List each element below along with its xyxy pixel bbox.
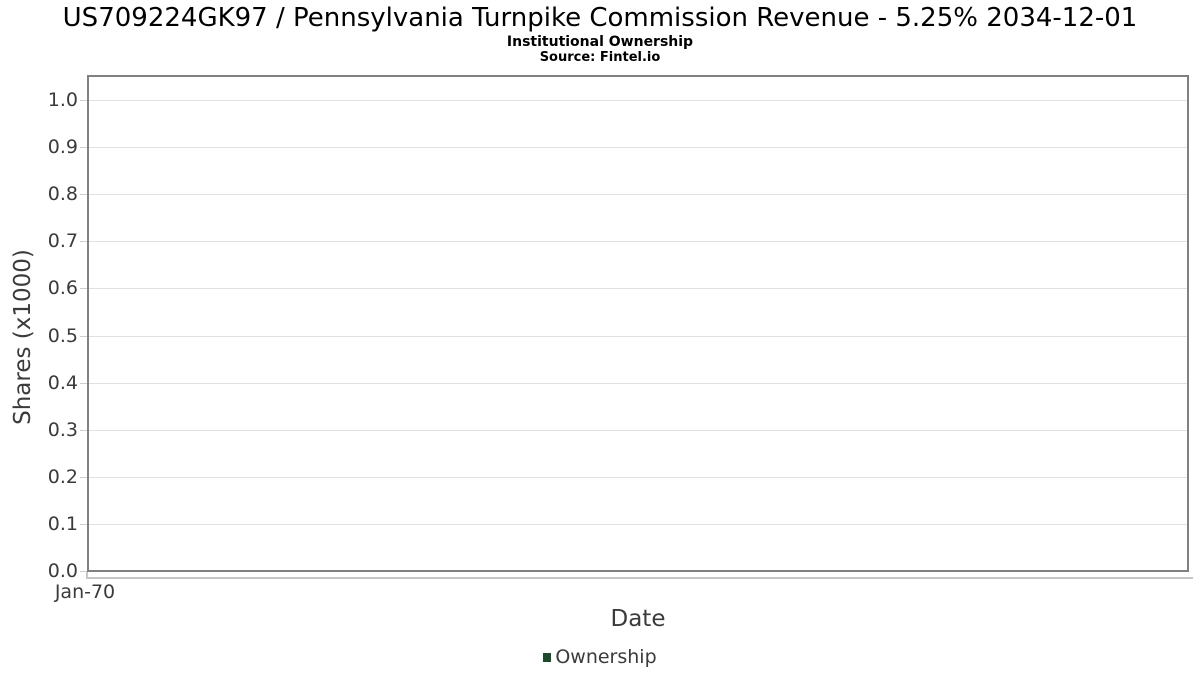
y-tick-mark [80,335,87,337]
y-tick-mark [80,147,87,149]
chart-source-credit: Source: Fintel.io [539,50,661,65]
legend-marker-square-icon [543,653,552,662]
y-gridline [89,241,1187,243]
y-tick-label: 0.1 [47,512,78,535]
y-tick-mark [80,523,87,525]
x-axis-title: Date [610,606,666,632]
y-tick-mark [80,382,87,384]
y-gridline [89,100,1187,101]
y-gridline [89,288,1187,290]
x-axis-line [87,577,1193,579]
legend: Ownership [0,646,1200,669]
chart-title: US709224GK97 / Pennsylvania Turnpike Com… [62,3,1138,33]
y-tick-label: 0.3 [47,418,78,441]
y-tick-mark [80,241,87,243]
y-tick-label: 1.0 [47,89,78,111]
y-gridline [89,429,1187,431]
y-tick-mark [80,100,87,101]
y-tick-label: 0.8 [47,183,78,206]
x-tick-label: Jan-70 [54,581,116,603]
y-tick-label: 0.9 [47,136,78,159]
y-gridline [89,147,1187,149]
legend-label: Ownership [555,646,657,668]
y-tick-label: 0.5 [47,324,78,347]
y-gridline [89,335,1187,337]
y-gridline [89,476,1187,478]
x-tick-mark [86,572,88,579]
y-tick-mark [80,194,87,196]
y-tick-label: 0.7 [47,230,78,253]
y-tick-label: 0.4 [47,371,78,394]
y-tick-mark [80,571,87,572]
y-gridline [89,194,1187,196]
plot-area [87,75,1189,572]
y-tick-label: 0.2 [47,465,78,488]
y-gridline [89,382,1187,384]
y-tick-mark [80,429,87,431]
chart-subtitle: Institutional Ownership [506,34,694,50]
y-tick-label: 0.0 [47,560,78,582]
y-tick-mark [80,476,87,478]
y-gridline [89,523,1187,525]
y-tick-mark [80,288,87,290]
y-tick-label: 0.6 [47,277,78,300]
